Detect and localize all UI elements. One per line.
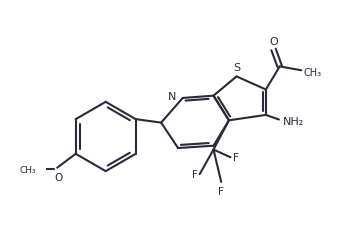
Text: O: O: [269, 37, 278, 46]
Text: NH₂: NH₂: [283, 116, 304, 126]
Text: F: F: [233, 153, 239, 163]
Text: F: F: [192, 169, 198, 179]
Text: N: N: [168, 92, 176, 102]
Text: F: F: [218, 186, 224, 196]
Text: CH₃: CH₃: [20, 166, 37, 175]
Text: S: S: [233, 62, 240, 72]
Text: O: O: [55, 172, 63, 182]
Text: CH₃: CH₃: [304, 67, 322, 77]
